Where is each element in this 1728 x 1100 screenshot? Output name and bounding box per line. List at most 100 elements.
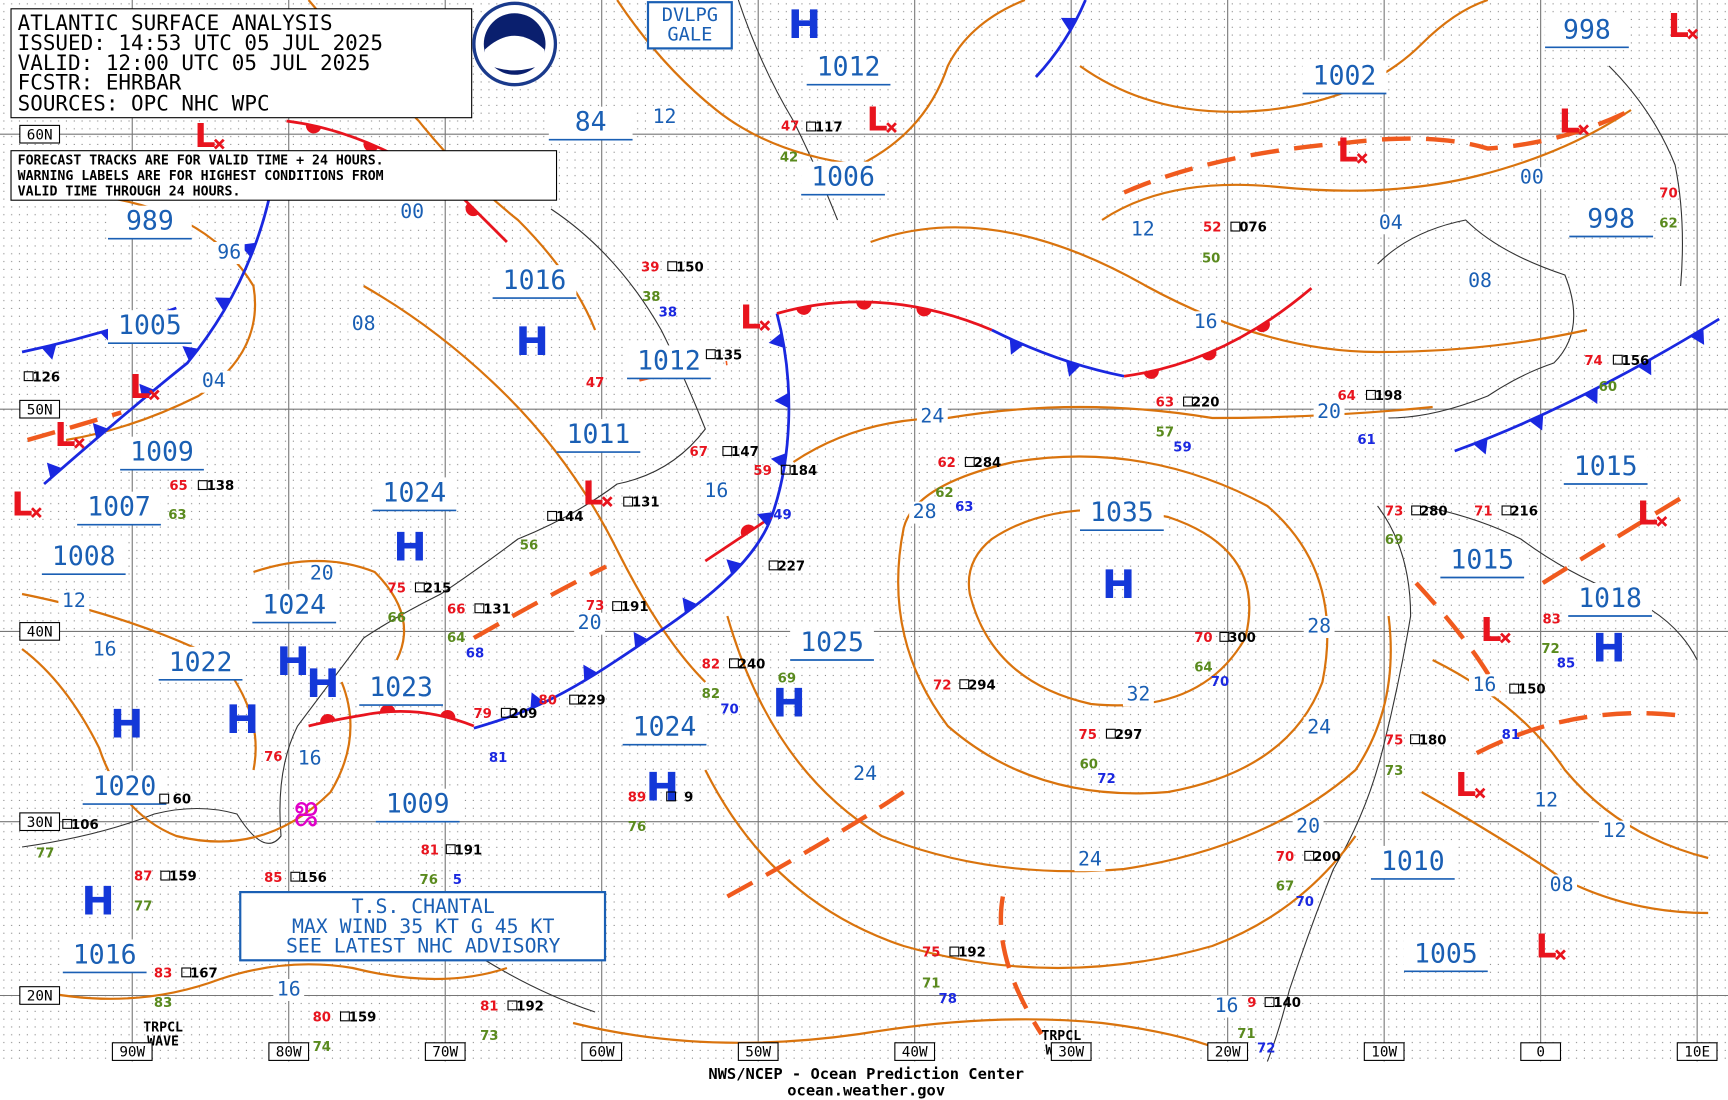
lon-label-box bbox=[424, 1042, 466, 1061]
pressure-label-box bbox=[1569, 203, 1654, 237]
pressure-label: 1012 bbox=[637, 345, 701, 376]
station-value: 59 bbox=[1173, 441, 1191, 456]
lon-label-box bbox=[737, 1042, 779, 1061]
lat-label: 30N bbox=[27, 815, 53, 831]
station-value: 73 bbox=[480, 1029, 498, 1044]
lon-label: 10W bbox=[1371, 1045, 1397, 1061]
station-marker bbox=[768, 560, 779, 571]
high-center: H bbox=[788, 2, 821, 48]
low-center-x bbox=[1500, 632, 1511, 644]
isobar-label-box bbox=[849, 763, 881, 786]
isobar-label-box bbox=[89, 639, 121, 662]
isobar-label: 96 bbox=[217, 241, 241, 264]
station-value: 117 bbox=[815, 121, 843, 136]
station-value: 76 bbox=[264, 750, 282, 765]
pressure-label: 1023 bbox=[369, 672, 433, 703]
low-center: L bbox=[1337, 130, 1358, 169]
station-marker bbox=[623, 496, 634, 507]
station-value: 191 bbox=[621, 600, 649, 615]
station-value: 70 bbox=[1296, 895, 1314, 910]
station-value: 70 bbox=[1659, 187, 1677, 202]
station-value: 150 bbox=[1518, 683, 1546, 698]
pressure-label: 1009 bbox=[386, 789, 450, 820]
pressure-label-box bbox=[77, 491, 161, 525]
lon-label: 10E bbox=[1684, 1045, 1710, 1061]
low-center: L bbox=[1559, 102, 1580, 141]
station-value: 74 bbox=[313, 1040, 331, 1055]
isobar-label-box bbox=[348, 313, 380, 336]
cold-front-barb bbox=[214, 297, 232, 312]
station-value: 39 bbox=[641, 260, 659, 275]
station-value: 89 bbox=[628, 791, 646, 806]
wave-label: TRPCL bbox=[1041, 1029, 1081, 1044]
low-center: L bbox=[54, 415, 75, 454]
station-value: 297 bbox=[1115, 728, 1143, 743]
pressure-label-box bbox=[120, 436, 204, 470]
station-value: 77 bbox=[36, 847, 54, 862]
pressure-label: 998 bbox=[1587, 204, 1635, 235]
high-center: H bbox=[110, 702, 143, 748]
cold-front-barb bbox=[1060, 17, 1078, 32]
tropical-storm-symbol: ஜ bbox=[294, 790, 318, 828]
low-center-x bbox=[1555, 949, 1566, 961]
pressure-label: 1022 bbox=[169, 647, 233, 678]
station-marker bbox=[666, 791, 677, 802]
header-box bbox=[10, 8, 473, 119]
station-marker bbox=[160, 870, 171, 881]
station-value: 159 bbox=[169, 870, 197, 885]
station-value: 38 bbox=[659, 305, 677, 320]
station-marker bbox=[1230, 221, 1241, 232]
station-value: 81 bbox=[480, 1000, 498, 1015]
station-value: 70 bbox=[1276, 850, 1294, 865]
isobar-label-box bbox=[1303, 616, 1335, 638]
lon-label-box bbox=[1050, 1042, 1092, 1061]
warm-front-barb bbox=[305, 124, 322, 134]
cold-front-barb bbox=[1690, 328, 1705, 345]
pressure-label: 1012 bbox=[817, 52, 881, 83]
cold-front-barb bbox=[1529, 414, 1544, 431]
station-value: 227 bbox=[777, 560, 805, 575]
troughs bbox=[26, 108, 1688, 1036]
lat-label-box bbox=[19, 622, 61, 641]
isobar-label-box bbox=[1074, 849, 1106, 872]
note-line: WARNING LABELS ARE FOR HIGHEST CONDITION… bbox=[18, 169, 384, 184]
station-marker bbox=[806, 121, 817, 132]
gale-box bbox=[646, 1, 733, 50]
lon-label: 30W bbox=[1058, 1045, 1084, 1061]
station-value: 71 bbox=[922, 976, 940, 991]
station-value: 191 bbox=[455, 843, 483, 858]
lon-label: 70W bbox=[432, 1045, 458, 1061]
high-center: H bbox=[393, 525, 426, 571]
pressure-label: 1010 bbox=[1381, 846, 1445, 877]
isobar-label: 28 bbox=[1307, 615, 1331, 638]
station-marker bbox=[507, 1000, 518, 1011]
station-value: 200 bbox=[1313, 850, 1341, 865]
low-center: L bbox=[740, 298, 761, 337]
station-value: 75 bbox=[922, 946, 940, 961]
cold-front-barb bbox=[756, 512, 774, 527]
station-marker bbox=[414, 582, 425, 593]
station-value: 83 bbox=[154, 996, 172, 1011]
isobar-label-box bbox=[213, 242, 245, 264]
low-center-x bbox=[73, 437, 85, 449]
pressure-label: 1016 bbox=[73, 939, 137, 970]
storm-box bbox=[239, 891, 607, 962]
cold-front-barb bbox=[583, 664, 598, 681]
storm-line: SEE LATEST NHC ADVISORY bbox=[286, 935, 560, 958]
low-center: L bbox=[1481, 610, 1502, 649]
station-value: 57 bbox=[1156, 425, 1174, 440]
station-value: 5 bbox=[453, 873, 462, 888]
low-center-x bbox=[1656, 516, 1668, 527]
footer-url: ocean.weather.gov bbox=[787, 1082, 945, 1100]
station-value: 70 bbox=[1194, 631, 1212, 646]
pressure-label-box bbox=[1440, 544, 1525, 578]
low-center: L bbox=[12, 485, 33, 524]
isobar-label: 16 bbox=[93, 638, 117, 661]
lon-label: 20W bbox=[1215, 1045, 1241, 1061]
station-marker bbox=[1365, 389, 1376, 400]
station-value: 209 bbox=[510, 707, 538, 722]
station-marker bbox=[949, 946, 960, 957]
station-value: 85 bbox=[1557, 656, 1575, 671]
pressure-label: 998 bbox=[1563, 14, 1611, 45]
isobar-label: 04 bbox=[202, 369, 226, 392]
